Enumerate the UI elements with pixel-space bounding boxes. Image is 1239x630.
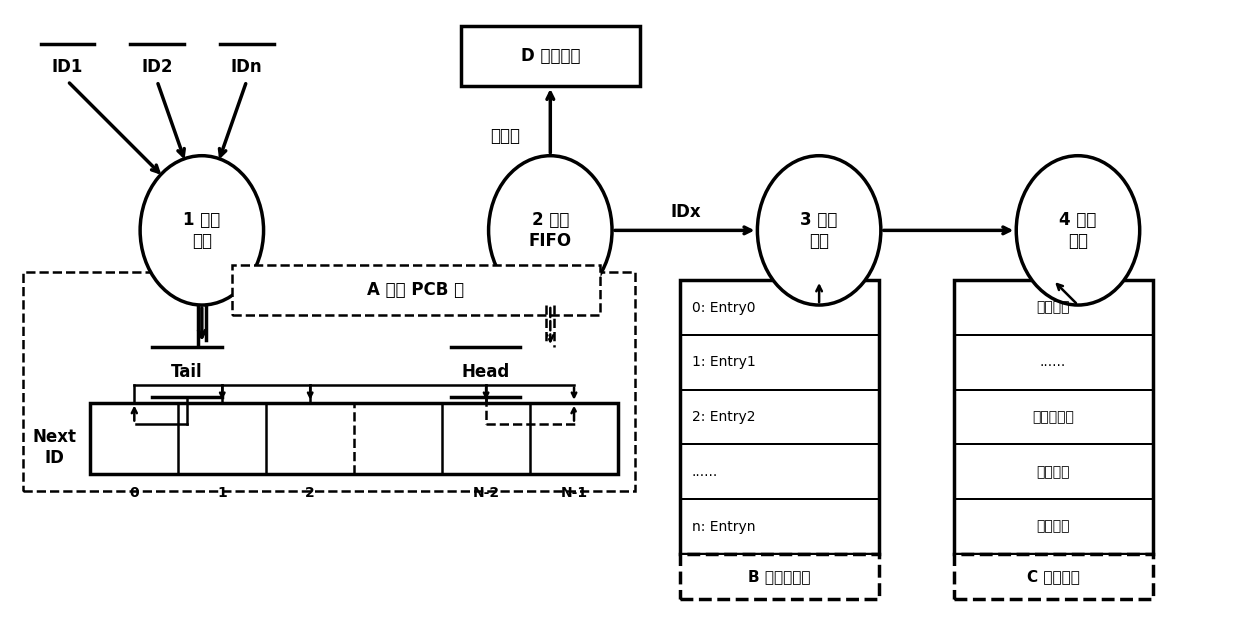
Text: 0: 0 — [130, 486, 139, 500]
Text: 任务栈空间: 任务栈空间 — [1032, 410, 1074, 424]
Text: ......: ...... — [691, 465, 717, 479]
Bar — [461, 26, 639, 86]
Text: IDx: IDx — [670, 203, 701, 222]
Text: 2: 2 — [305, 486, 315, 500]
Text: 0: Entry0: 0: Entry0 — [691, 301, 756, 314]
Text: （栈底）: （栈底） — [1036, 520, 1069, 534]
Text: ID1: ID1 — [52, 58, 83, 76]
Text: 1 入队
并行: 1 入队 并行 — [183, 211, 221, 249]
Text: 无任务: 无任务 — [491, 127, 520, 145]
Text: 1: 1 — [217, 486, 227, 500]
Ellipse shape — [488, 156, 612, 305]
Text: N-1: N-1 — [560, 486, 587, 500]
Ellipse shape — [140, 156, 264, 305]
Text: ......: ...... — [1040, 355, 1067, 369]
Text: Next
ID: Next ID — [32, 428, 77, 467]
Text: 4 执行
任务: 4 执行 任务 — [1059, 211, 1097, 249]
Text: （栈顶）: （栈顶） — [1036, 301, 1069, 314]
Text: IDn: IDn — [230, 58, 263, 76]
Text: D 节电装置: D 节电装置 — [520, 47, 580, 65]
Ellipse shape — [757, 156, 881, 305]
Text: 1: Entry1: 1: Entry1 — [691, 355, 756, 369]
Text: B 任务入口表: B 任务入口表 — [748, 569, 810, 584]
Bar — [22, 272, 634, 491]
Text: 3 查取
入口: 3 查取 入口 — [800, 211, 838, 249]
Ellipse shape — [1016, 156, 1140, 305]
Bar — [954, 554, 1152, 598]
Bar — [232, 265, 600, 315]
Text: Head: Head — [461, 363, 509, 381]
Text: A 任务 PCB 表: A 任务 PCB 表 — [367, 281, 465, 299]
Bar — [90, 403, 618, 474]
Text: n: Entryn: n: Entryn — [691, 520, 756, 534]
Text: N-2: N-2 — [472, 486, 499, 500]
Bar — [680, 280, 878, 554]
Text: 返回地址: 返回地址 — [1036, 465, 1069, 479]
Bar — [680, 554, 878, 598]
Text: ID2: ID2 — [141, 58, 172, 76]
Text: 2: Entry2: 2: Entry2 — [691, 410, 756, 424]
Text: Tail: Tail — [171, 363, 203, 381]
Text: C 系统堆栈: C 系统堆栈 — [1027, 569, 1079, 584]
Text: 2 出队
FIFO: 2 出队 FIFO — [529, 211, 572, 249]
Bar — [954, 280, 1152, 554]
